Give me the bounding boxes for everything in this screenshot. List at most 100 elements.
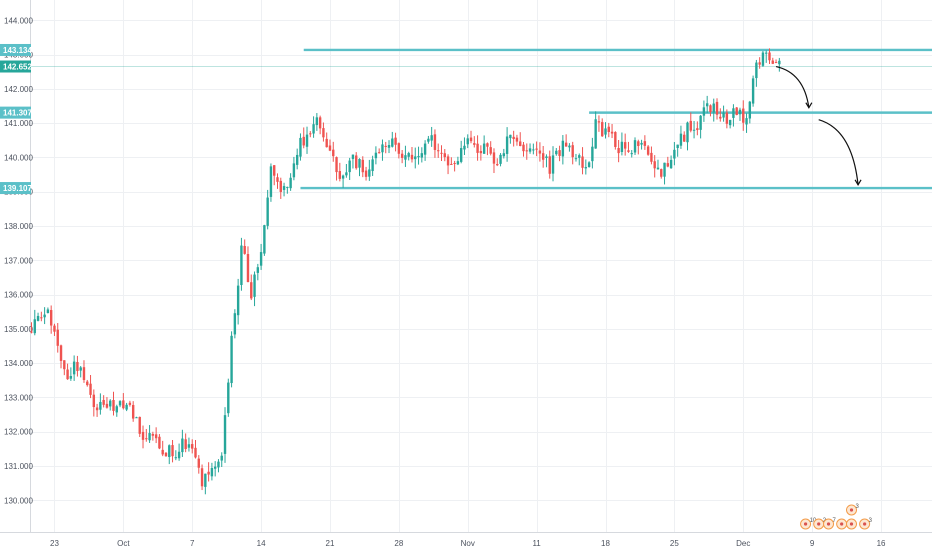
candle-body <box>125 404 128 410</box>
candle-body <box>135 417 138 419</box>
candle-body <box>335 157 338 173</box>
candle-body <box>33 319 36 334</box>
candle-body <box>325 138 328 148</box>
candle-body <box>358 158 361 168</box>
candle-body <box>397 143 401 154</box>
candle-body <box>345 172 348 176</box>
projection-arrowhead <box>854 179 862 187</box>
candle-body <box>653 161 656 169</box>
candle-body <box>384 145 387 147</box>
candle-body <box>177 451 181 459</box>
candle-body <box>374 152 378 159</box>
candle-body <box>332 149 335 157</box>
candle-body <box>627 150 630 152</box>
candle-body <box>400 153 404 158</box>
event-marker-count: 3 <box>869 518 873 524</box>
candle-body <box>387 145 391 148</box>
x-tick-label: 9 <box>810 539 815 548</box>
candle-body <box>666 163 670 167</box>
candle-body <box>574 158 578 160</box>
candle-body <box>407 153 410 157</box>
candle-body <box>771 60 774 64</box>
candle-body <box>459 148 463 162</box>
candle-body <box>450 163 453 165</box>
candle-body <box>692 129 696 131</box>
candle-body <box>361 159 364 173</box>
candle-body <box>318 117 322 129</box>
candle-body <box>76 361 79 372</box>
candle-body <box>246 254 250 283</box>
candle-body <box>617 148 620 154</box>
price-axis-tags: 143.134 142.652 141.307 139.107 <box>0 43 32 195</box>
x-tick-label: 16 <box>877 539 886 548</box>
candle-body <box>702 107 706 116</box>
candle-body <box>686 122 689 143</box>
y-tick-label: 137.000 <box>4 256 33 265</box>
candle-body <box>476 143 479 153</box>
event-markers[interactable]: 102733 <box>800 504 873 530</box>
candle-body <box>689 120 692 131</box>
candle-body <box>351 154 355 159</box>
candle-body <box>512 136 515 140</box>
candle-body <box>394 137 397 145</box>
candle-body <box>758 62 761 65</box>
candle-body <box>532 149 535 151</box>
candle-body <box>640 142 643 145</box>
horizontal-levels[interactable] <box>30 48 932 190</box>
y-tick-labels: 130.000 131.000 132.000 133.000 134.000 135.0… <box>4 16 33 505</box>
candle-body <box>236 285 240 316</box>
candle-body <box>414 156 417 160</box>
candle-body <box>243 245 246 254</box>
candle-body <box>82 367 86 380</box>
candle-body <box>276 177 279 182</box>
candle-body <box>522 144 525 152</box>
projection-arrows[interactable] <box>775 65 862 187</box>
candle-body <box>630 153 633 155</box>
candle-body <box>705 103 709 107</box>
candle-body <box>479 151 483 154</box>
candle-body <box>604 128 607 135</box>
candle-body <box>423 143 427 155</box>
event-marker-dot <box>849 508 854 512</box>
candle-body <box>56 329 59 346</box>
x-tick-label: 11 <box>532 539 541 548</box>
projection-arrow[interactable] <box>818 119 859 185</box>
candle-body <box>128 402 132 405</box>
candle-body <box>43 314 46 318</box>
x-tick-label: 18 <box>601 539 610 548</box>
candle-body <box>309 133 312 135</box>
candle-body <box>259 252 263 266</box>
candle-body <box>410 154 414 160</box>
candle-body <box>348 160 351 173</box>
x-tick-label: Nov <box>461 539 475 548</box>
candle-body <box>712 103 715 113</box>
event-marker-count: 3 <box>856 504 860 510</box>
candle-body <box>505 136 509 154</box>
price-tag-box <box>0 43 31 56</box>
candle-body <box>437 150 440 152</box>
projection-arrow[interactable] <box>775 65 810 108</box>
candle-body <box>541 153 545 160</box>
candle-body <box>587 162 591 167</box>
x-tick-label: 28 <box>394 539 403 548</box>
candle-body <box>338 171 342 179</box>
candle-body <box>446 156 450 166</box>
y-tick-label: 142.000 <box>4 85 33 94</box>
x-tick-label: 25 <box>670 539 679 548</box>
y-tick-label: 134.000 <box>4 359 33 368</box>
candle-body <box>59 345 63 361</box>
candle-body <box>315 117 319 126</box>
candle-body <box>63 360 66 370</box>
candle-body <box>112 399 115 411</box>
event-marker-count: 7 <box>833 518 837 524</box>
x-tick-label: 21 <box>326 539 335 548</box>
candle-body <box>102 399 105 405</box>
candle-body <box>525 150 528 152</box>
candle-body <box>719 116 722 119</box>
candle-body <box>748 101 752 119</box>
candle-body <box>174 457 178 459</box>
candle-body <box>253 274 256 297</box>
candle-body <box>594 119 597 149</box>
candle-body <box>145 438 148 440</box>
